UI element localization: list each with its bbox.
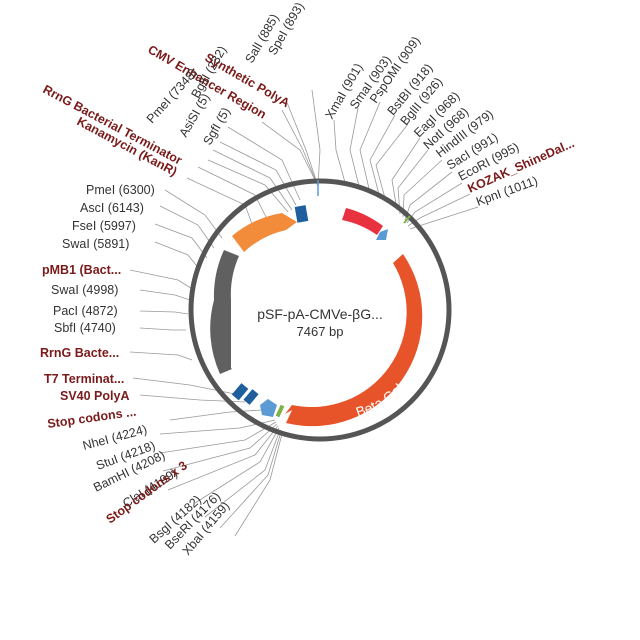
bottom-labels: NheI (4224) StuI (4218) BamHI (4208) Cla…: [81, 422, 232, 558]
label-swai-4998: SwaI (4998): [51, 283, 118, 297]
site-tick: [403, 215, 411, 224]
label-paci: PacI (4872): [53, 304, 118, 318]
label-sbfi: SbfI (4740): [54, 321, 116, 335]
label-pmb1: pMB1 (Bact...: [42, 263, 121, 277]
label-sgfi: SgfI (5): [200, 105, 233, 148]
kozak-feature[interactable]: [376, 229, 388, 240]
beta-galactosidase-feature[interactable]: [285, 254, 423, 427]
rrng-terminator-feature[interactable]: [294, 205, 309, 223]
label-asci: AscI (6143): [80, 201, 144, 215]
pmb1-feature[interactable]: [210, 250, 239, 374]
label-pmei-6300: PmeI (6300): [86, 183, 155, 197]
cmv-enhancer-feature[interactable]: [342, 208, 383, 235]
plasmid-size: 7467 bp: [297, 324, 344, 339]
rrng-bacterial-terminator-2[interactable]: [231, 383, 249, 401]
kanamycin-feature[interactable]: [232, 213, 297, 252]
feature-shapes: [210, 180, 423, 427]
label-fsei: FseI (5997): [72, 219, 136, 233]
label-t7-terminator: T7 Terminat...: [44, 372, 124, 386]
sv40-polya-feature[interactable]: [260, 399, 277, 417]
stop-codons-feature[interactable]: [275, 404, 285, 418]
backbone-ring: [188, 178, 452, 442]
label-sv40-polya: SV40 PolyA: [60, 389, 129, 403]
plasmid-name: pSF-pA-CMVe-βG...: [257, 306, 383, 322]
label-rrng-bacte: RrnG Bacte...: [40, 346, 119, 360]
left-labels: PmeI (6300) AscI (6143) FseI (5997) SwaI…: [40, 183, 155, 431]
t7-terminator-feature[interactable]: [243, 389, 259, 405]
top-labels: CMV Enhancer Region Synthetic PolyA SalI…: [41, 0, 577, 209]
label-swai-5891: SwaI (5891): [62, 237, 129, 251]
